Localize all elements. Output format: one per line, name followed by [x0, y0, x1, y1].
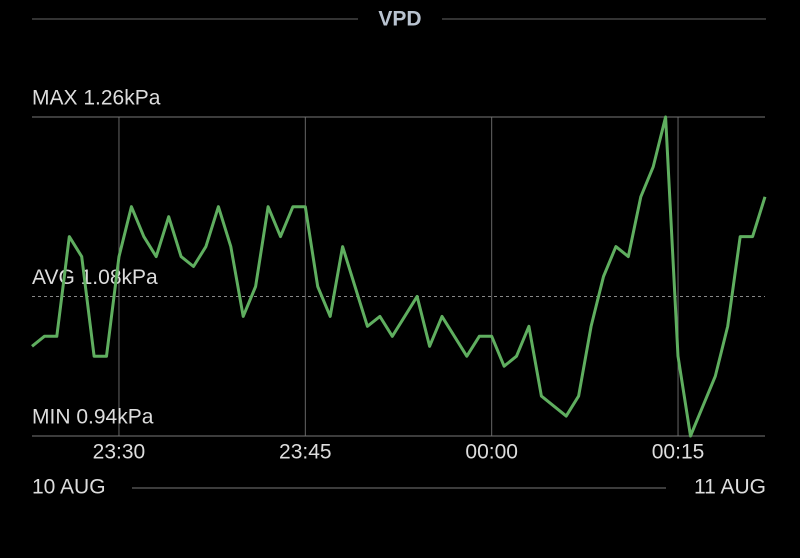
x-tick-label: 23:30: [93, 441, 146, 464]
reference-label: MIN 0.94kPa: [32, 406, 154, 429]
data-line: [31, 115, 767, 438]
x-tick-label: 00:00: [465, 441, 518, 464]
reference-label: MAX 1.26kPa: [32, 87, 161, 110]
chart-title: VPD: [378, 8, 421, 31]
x-tick-label: 23:45: [279, 441, 332, 464]
date-end: 11 AUG: [694, 476, 766, 499]
x-tick-label: 00:15: [652, 441, 705, 464]
reference-label: AVG 1.08kPa: [32, 266, 158, 289]
date-start: 10 AUG: [32, 476, 106, 499]
